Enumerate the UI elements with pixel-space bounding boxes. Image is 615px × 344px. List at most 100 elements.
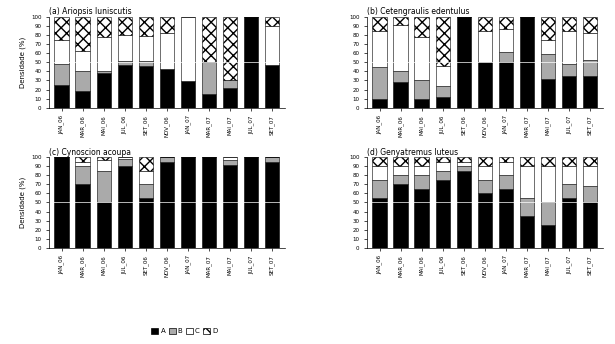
Bar — [583, 60, 597, 76]
Bar — [117, 61, 132, 65]
Bar — [561, 64, 576, 76]
Bar — [435, 66, 450, 86]
Bar — [202, 157, 216, 248]
Bar — [117, 157, 132, 159]
Bar — [520, 166, 534, 198]
Bar — [541, 54, 555, 79]
Bar — [415, 98, 429, 108]
Bar — [435, 86, 450, 97]
Bar — [117, 65, 132, 108]
Bar — [138, 171, 153, 184]
Bar — [499, 62, 514, 108]
Bar — [97, 203, 111, 248]
Bar — [456, 171, 471, 248]
Bar — [561, 198, 576, 248]
Bar — [373, 198, 387, 248]
Bar — [435, 97, 450, 108]
Bar — [561, 184, 576, 198]
Bar — [499, 175, 514, 189]
Bar — [541, 157, 555, 166]
Bar — [415, 157, 429, 166]
Bar — [373, 180, 387, 198]
Bar — [97, 171, 111, 203]
Bar — [583, 203, 597, 248]
Bar — [478, 157, 492, 166]
Bar — [181, 17, 196, 82]
Bar — [76, 157, 90, 162]
Bar — [373, 17, 387, 31]
Bar — [117, 166, 132, 248]
Bar — [97, 160, 111, 171]
Bar — [541, 166, 555, 203]
Bar — [541, 40, 555, 54]
Bar — [499, 29, 514, 52]
Bar — [456, 17, 471, 108]
Bar — [264, 162, 279, 248]
Bar — [394, 166, 408, 175]
Bar — [435, 17, 450, 66]
Bar — [435, 157, 450, 162]
Bar — [415, 189, 429, 248]
Bar — [435, 180, 450, 248]
Bar — [478, 193, 492, 248]
Bar — [138, 184, 153, 198]
Bar — [138, 66, 153, 108]
Bar — [478, 180, 492, 193]
Bar — [583, 186, 597, 203]
Bar — [541, 225, 555, 248]
Bar — [264, 17, 279, 26]
Bar — [415, 166, 429, 175]
Bar — [520, 157, 534, 166]
Bar — [541, 17, 555, 40]
Bar — [561, 17, 576, 31]
Bar — [373, 67, 387, 98]
Bar — [55, 17, 69, 40]
Bar — [373, 157, 387, 166]
Bar — [499, 52, 514, 62]
Bar — [394, 184, 408, 248]
Bar — [97, 37, 111, 72]
Bar — [520, 216, 534, 248]
Bar — [456, 162, 471, 166]
Bar — [181, 157, 196, 248]
Bar — [456, 157, 471, 162]
Bar — [138, 62, 153, 66]
Bar — [117, 17, 132, 35]
Bar — [583, 17, 597, 33]
Bar — [138, 157, 153, 171]
Bar — [76, 184, 90, 248]
Bar — [561, 166, 576, 184]
Bar — [223, 80, 237, 88]
Bar — [583, 166, 597, 186]
Bar — [520, 198, 534, 216]
Bar — [223, 157, 237, 160]
Bar — [97, 17, 111, 37]
Bar — [561, 157, 576, 166]
Bar — [76, 71, 90, 91]
Bar — [181, 82, 196, 108]
Bar — [394, 71, 408, 82]
Bar — [223, 88, 237, 108]
Bar — [223, 160, 237, 164]
Bar — [394, 17, 408, 25]
Bar — [478, 166, 492, 180]
Bar — [561, 31, 576, 64]
Bar — [373, 98, 387, 108]
Bar — [117, 159, 132, 166]
Bar — [435, 162, 450, 171]
Bar — [160, 69, 174, 108]
Bar — [394, 157, 408, 166]
Text: (c) Cynoscion acoupa: (c) Cynoscion acoupa — [49, 148, 131, 157]
Bar — [456, 166, 471, 171]
Bar — [202, 62, 216, 94]
Bar — [223, 17, 237, 80]
Bar — [264, 26, 279, 65]
Bar — [499, 17, 514, 29]
Bar — [373, 166, 387, 180]
Bar — [478, 62, 492, 108]
Bar — [583, 76, 597, 108]
Bar — [394, 175, 408, 184]
Bar — [478, 31, 492, 62]
Text: (b) Cetengraulis edentulus: (b) Cetengraulis edentulus — [367, 8, 470, 17]
Bar — [76, 17, 90, 51]
